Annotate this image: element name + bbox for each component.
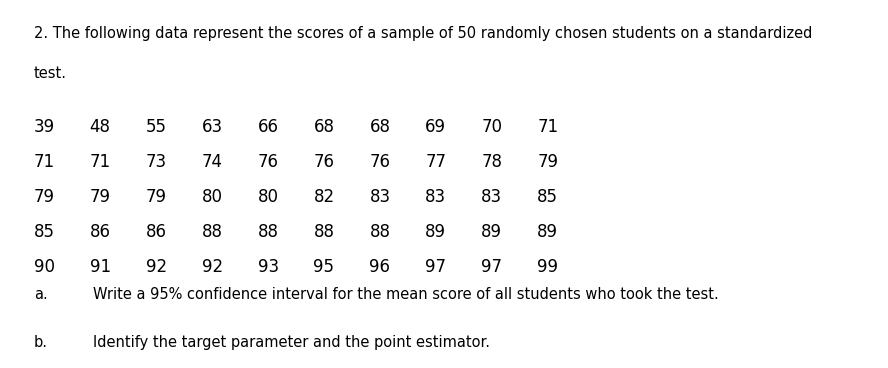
Text: 90: 90	[34, 258, 55, 276]
Text: 80: 80	[202, 188, 223, 206]
Text: 83: 83	[369, 188, 391, 206]
Text: 76: 76	[258, 153, 279, 171]
Text: 70: 70	[481, 118, 503, 136]
Text: 76: 76	[369, 153, 391, 171]
Text: 85: 85	[34, 223, 55, 241]
Text: 68: 68	[313, 118, 335, 136]
Text: Write a 95% confidence interval for the mean score of all students who took the : Write a 95% confidence interval for the …	[93, 287, 719, 302]
Text: 91: 91	[90, 258, 111, 276]
Text: 83: 83	[481, 188, 503, 206]
Text: 82: 82	[313, 188, 335, 206]
Text: 97: 97	[481, 258, 503, 276]
Text: 78: 78	[481, 153, 503, 171]
Text: test.: test.	[34, 66, 67, 81]
Text: 93: 93	[258, 258, 279, 276]
Text: 39: 39	[34, 118, 55, 136]
Text: 89: 89	[537, 223, 559, 241]
Text: Identify the target parameter and the point estimator.: Identify the target parameter and the po…	[93, 335, 490, 350]
Text: 95: 95	[313, 258, 335, 276]
Text: 86: 86	[146, 223, 167, 241]
Text: 85: 85	[537, 188, 559, 206]
Text: 68: 68	[369, 118, 391, 136]
Text: 2. The following data represent the scores of a sample of 50 randomly chosen stu: 2. The following data represent the scor…	[34, 26, 813, 41]
Text: 83: 83	[425, 188, 447, 206]
Text: 74: 74	[202, 153, 223, 171]
Text: 71: 71	[90, 153, 111, 171]
Text: 88: 88	[313, 223, 335, 241]
Text: 86: 86	[90, 223, 111, 241]
Text: a.: a.	[34, 287, 47, 302]
Text: 92: 92	[146, 258, 167, 276]
Text: 88: 88	[369, 223, 391, 241]
Text: 69: 69	[425, 118, 447, 136]
Text: b.: b.	[34, 335, 48, 350]
Text: 80: 80	[258, 188, 279, 206]
Text: 66: 66	[258, 118, 279, 136]
Text: 89: 89	[481, 223, 503, 241]
Text: 79: 79	[90, 188, 111, 206]
Text: 73: 73	[146, 153, 167, 171]
Text: 79: 79	[34, 188, 55, 206]
Text: 92: 92	[202, 258, 223, 276]
Text: 55: 55	[146, 118, 167, 136]
Text: 71: 71	[34, 153, 55, 171]
Text: 63: 63	[202, 118, 223, 136]
Text: 76: 76	[313, 153, 335, 171]
Text: 79: 79	[146, 188, 167, 206]
Text: 99: 99	[537, 258, 559, 276]
Text: 71: 71	[537, 118, 559, 136]
Text: 88: 88	[258, 223, 279, 241]
Text: 89: 89	[425, 223, 447, 241]
Text: 48: 48	[90, 118, 111, 136]
Text: 97: 97	[425, 258, 447, 276]
Text: 79: 79	[537, 153, 559, 171]
Text: 96: 96	[369, 258, 391, 276]
Text: 88: 88	[202, 223, 223, 241]
Text: 77: 77	[425, 153, 447, 171]
